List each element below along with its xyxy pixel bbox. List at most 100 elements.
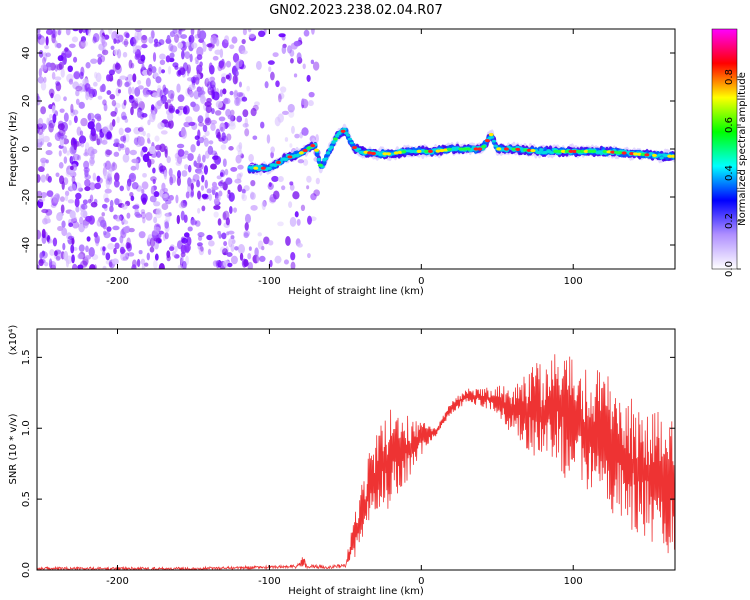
spectrogram-noise-blob (56, 42, 62, 49)
spectrogram-noise-blob (137, 85, 144, 90)
spectrogram-panel: -200 -100 0 100 40 20 0 -20 -40 Height of straig… (8, 28, 676, 297)
colorbar-tick-label: 0.0 (724, 261, 735, 277)
spectrogram-noise-blob (97, 95, 103, 100)
spectrogram-noise-blob (153, 191, 160, 198)
spectrogram-noise-blob (141, 146, 148, 153)
spectrogram-hot-cell (503, 147, 509, 151)
spectrogram-noise-blob (155, 76, 162, 84)
spectrogram-noise-blob (212, 55, 219, 61)
spectrogram-hot-cell (462, 147, 468, 151)
spectrogram-noise-blob (271, 175, 279, 183)
spectrogram-noise-blob (95, 72, 102, 83)
spectrogram-noise-blob (152, 178, 156, 184)
spectrogram-noise-blob (113, 247, 117, 255)
spectrogram-noise-blob (202, 154, 206, 163)
spectrogram-noise-blob (202, 42, 207, 52)
spectrogram-noise-blob (94, 113, 102, 120)
spectrogram-noise-blob (104, 197, 110, 203)
spectrogram-noise-blob (132, 43, 138, 53)
spectrogram-hot-cell (640, 152, 646, 157)
spectrogram-noise-blob (101, 126, 109, 135)
spectrogram-noise-blob (45, 159, 49, 164)
spectrogram-noise-blob (122, 153, 130, 163)
spectrogram-noise-blob (105, 252, 111, 261)
spectrogram-noise-blob (109, 94, 116, 100)
spectrogram-noise-blob (113, 179, 120, 188)
spectrogram-noise-blob (128, 86, 132, 96)
spectrogram-noise-blob (87, 121, 95, 130)
spectrogram-noise-blob (210, 119, 218, 125)
spectrogram-noise-blob (113, 138, 120, 145)
spectrogram-ridge-cell (272, 163, 278, 168)
spectrogram-noise-blob (145, 77, 151, 87)
spectrogram-noise-blob (292, 191, 300, 200)
spectrogram-noise-blob (225, 60, 232, 68)
spectrogram-noise-blob (141, 43, 148, 49)
spectrogram-noise-blob (158, 66, 162, 75)
spectrogram-ridge-cell (325, 151, 331, 155)
spectrogram-noise-blob (115, 61, 119, 68)
snr-y-tick-label: 0.0 (21, 562, 32, 578)
spectrogram-noise-blob (58, 161, 64, 169)
spectrogram-noise-blob (123, 99, 127, 106)
spectrogram-noise-blob (123, 31, 130, 38)
spectrogram-noise-blob (66, 73, 74, 83)
spectrogram-noise-blob (71, 36, 79, 43)
spectrogram-noise-blob (79, 71, 84, 80)
spectrogram-noise-blob (109, 199, 114, 208)
spectrogram-noise-blob (239, 172, 244, 177)
spectrogram-noise-blob (181, 237, 188, 244)
spectrogram-noise-blob (185, 116, 193, 123)
spectrogram-noise-blob (201, 205, 206, 212)
spectrogram-noise-blob (153, 201, 161, 207)
spectrogram-noise-blob (269, 259, 273, 268)
spectrogram-hot-cell (522, 148, 528, 152)
spectrogram-noise-blob (71, 238, 75, 245)
spectrogram-noise-blob (146, 132, 151, 139)
spectrogram-noise-blob (230, 243, 235, 253)
spectrogram-hot-cell (401, 150, 407, 154)
spectrogram-noise-blob (236, 115, 243, 123)
spectrogram-noise-blob (55, 255, 61, 261)
spectrogram-noise-blob (69, 210, 76, 219)
spectrogram-y-tick-label: 40 (21, 47, 32, 60)
spectrogram-noise-blob (196, 54, 203, 61)
spectrogram-x-tick-label: 0 (418, 276, 424, 287)
spectrogram-noise-blob (294, 133, 300, 139)
spectrogram-noise-blob (142, 90, 150, 98)
spectrogram-noise-blob (187, 177, 192, 187)
spectrogram-noise-blob (289, 181, 294, 186)
spectrogram-noise-blob (114, 198, 120, 206)
spectrogram-noise-blob (280, 86, 287, 93)
spectrogram-noise-blob (217, 218, 222, 226)
spectrogram-noise-blob (80, 209, 88, 218)
spectrogram-noise-blob (204, 179, 208, 189)
spectrogram-noise-blob (228, 192, 235, 202)
spectrogram-noise-blob (87, 146, 95, 157)
spectrogram-noise-blob (70, 244, 75, 254)
spectrogram-noise-blob (161, 203, 169, 211)
spectrogram-noise-blob (228, 238, 233, 248)
spectrogram-noise-blob (196, 242, 203, 247)
spectrogram-noise-blob (97, 53, 103, 58)
spectrogram-noise-blob (130, 106, 134, 116)
spectrogram-noise-blob (151, 110, 156, 120)
spectrogram-hot-cell (310, 144, 316, 148)
spectrogram-noise-blob (128, 174, 135, 180)
spectrogram-noise-blob (150, 29, 155, 39)
spectrogram-noise-blob (241, 38, 246, 45)
spectrogram-noise-blob (220, 76, 226, 84)
spectrogram-noise-blob (87, 86, 95, 97)
spectrogram-noise-blob (199, 94, 206, 105)
spectrogram-noise-blob (219, 89, 223, 97)
spectrogram-hot-cell (427, 149, 433, 153)
spectrogram-noise-blob (290, 58, 294, 64)
spectrogram-noise-blob (232, 53, 240, 63)
spectrogram-noise-blob (117, 89, 122, 94)
spectrogram-hot-cell (424, 149, 430, 153)
spectrogram-noise-blob (151, 66, 157, 74)
spectrogram-noise-blob (310, 193, 317, 201)
spectrogram-noise-blob (208, 62, 213, 73)
spectrogram-hot-cell (667, 154, 673, 158)
